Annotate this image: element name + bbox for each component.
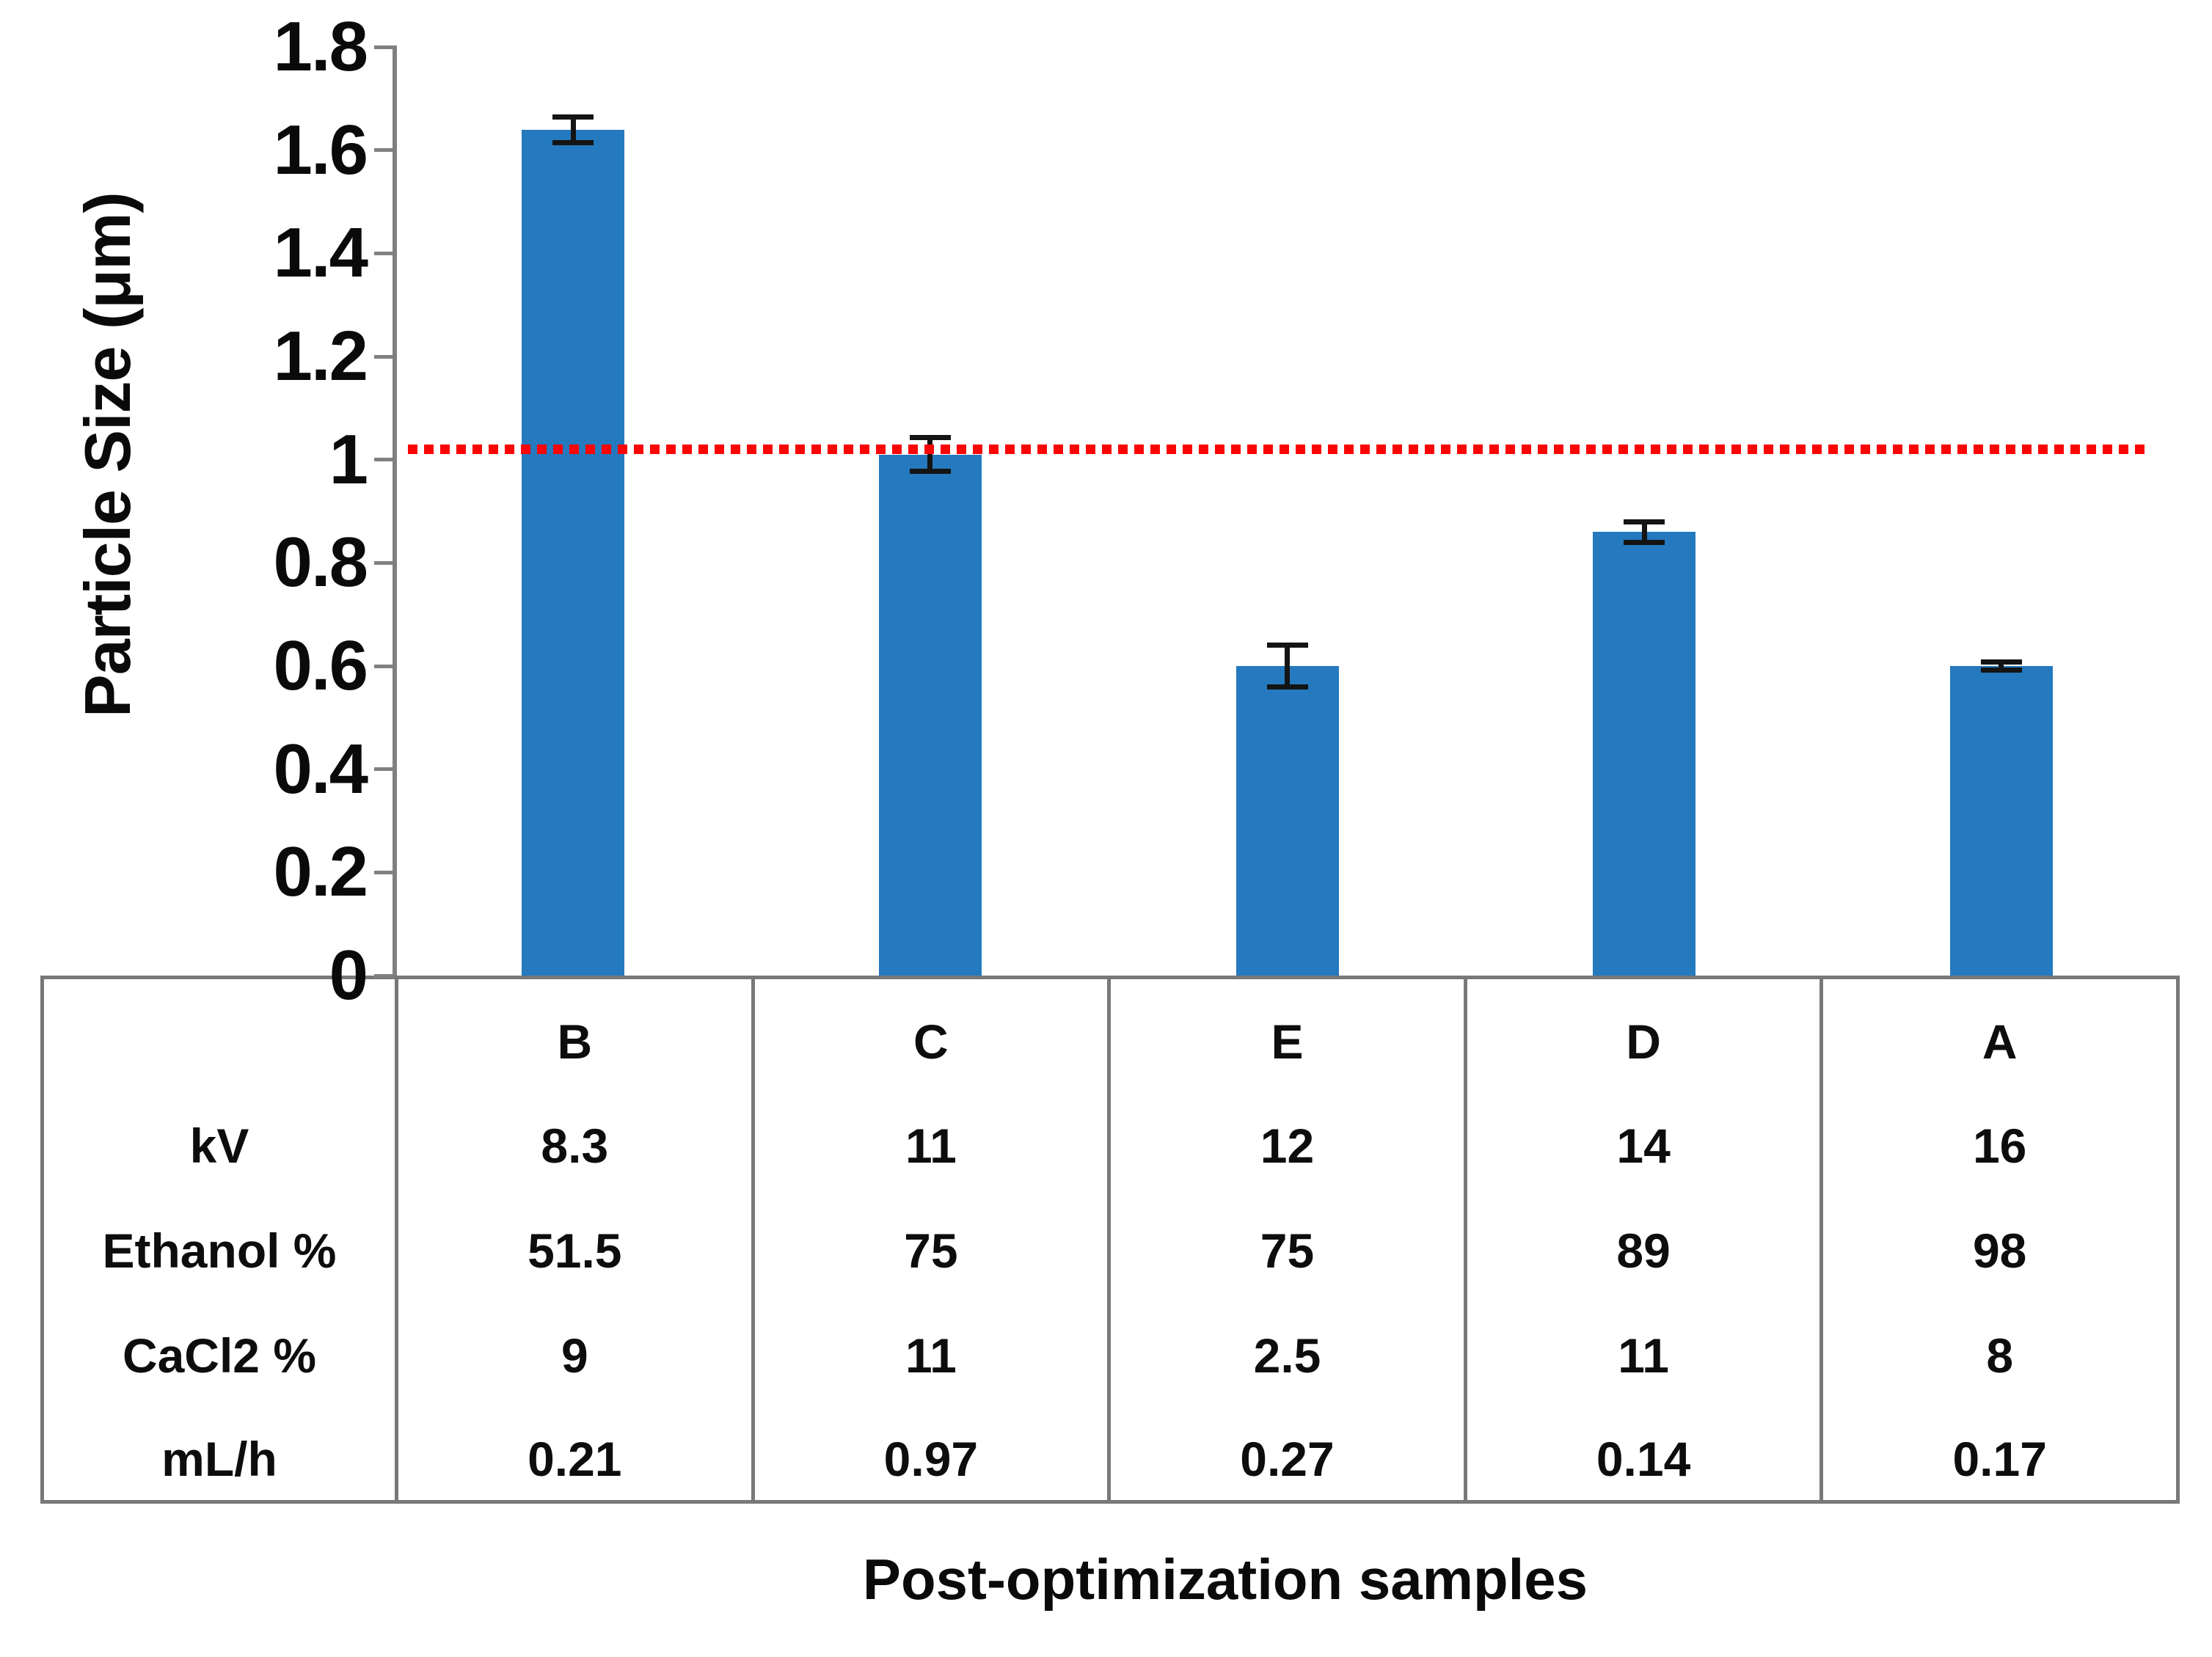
error-bar-d — [1641, 522, 1647, 543]
error-bar-cap — [1980, 667, 2022, 673]
table-row-kv: kV 8.3 11 12 14 16 — [40, 1082, 2180, 1188]
cell-ethanol-b: 51.5 — [395, 1187, 755, 1292]
y-tick-label: 1 — [329, 420, 368, 499]
y-tick-mark — [374, 973, 395, 978]
cell-cacl2-d: 11 — [1463, 1292, 1824, 1397]
error-bar-cap — [552, 139, 594, 145]
bar-e — [1235, 666, 1339, 976]
cell-kv-c: 11 — [751, 1082, 1112, 1188]
table-row-cacl2: CaCl2 % 9 11 2.5 11 8 — [40, 1292, 2180, 1397]
cell-cacl2-a: 8 — [1819, 1292, 2180, 1397]
error-bar-cap — [909, 434, 951, 440]
cell-mlh-a: 0.17 — [1819, 1397, 2180, 1502]
y-tick-mark — [374, 560, 395, 565]
error-bar-cap — [1624, 539, 1665, 545]
row-label-kv: kV — [40, 1082, 398, 1188]
cell-ethanol-e: 75 — [1107, 1187, 1467, 1292]
row-label-cacl2: CaCl2 % — [40, 1292, 398, 1397]
col-header-c: C — [751, 977, 1112, 1083]
row-label-ethanol: Ethanol % — [40, 1187, 398, 1292]
table-header-row: B C E D A — [40, 977, 2180, 1083]
col-header-b: B — [395, 977, 755, 1083]
error-bar-cap — [1624, 519, 1665, 524]
bar-d — [1593, 532, 1696, 976]
x-axis-title: Post-optimization samples — [862, 1547, 1588, 1612]
col-header-e: E — [1107, 977, 1467, 1083]
cell-kv-e: 12 — [1107, 1082, 1467, 1188]
y-tick-mark — [374, 870, 395, 874]
error-bar-cap — [1266, 684, 1308, 689]
y-tick-label: 0.4 — [273, 729, 368, 808]
y-tick-mark — [374, 354, 395, 359]
cell-cacl2-e: 2.5 — [1107, 1292, 1467, 1397]
cell-kv-d: 14 — [1463, 1082, 1824, 1188]
bar-c — [878, 454, 982, 976]
y-tick-label: 0 — [329, 936, 368, 1014]
y-axis-line — [393, 45, 397, 977]
cell-mlh-d: 0.14 — [1463, 1397, 1824, 1502]
y-tick-mark — [374, 458, 395, 462]
y-tick-mark — [374, 664, 395, 668]
y-tick-mark — [374, 767, 395, 772]
error-bar-cap — [909, 469, 951, 475]
cell-kv-a: 16 — [1819, 1082, 2180, 1188]
cell-cacl2-b: 9 — [395, 1292, 755, 1397]
col-header-a: A — [1819, 977, 2180, 1083]
bar-a — [1949, 666, 2053, 976]
cell-cacl2-c: 11 — [751, 1292, 1112, 1397]
cell-kv-b: 8.3 — [395, 1082, 755, 1188]
y-tick-mark — [374, 251, 395, 255]
cell-mlh-c: 0.97 — [751, 1397, 1112, 1502]
error-bar-c — [927, 437, 933, 472]
y-tick-label: 0.8 — [273, 523, 368, 602]
y-tick-label: 1.2 — [273, 317, 368, 396]
cell-mlh-b: 0.21 — [395, 1397, 755, 1502]
error-bar-cap — [552, 114, 594, 120]
row-label-mlh: mL/h — [40, 1397, 398, 1502]
parameters-table: B C E D A kV 8.3 11 12 14 16 Ethanol % 5… — [40, 976, 2180, 1504]
error-bar-cap — [1980, 659, 2022, 665]
table-corner-cell — [40, 977, 398, 1083]
error-bar-cap — [1266, 643, 1308, 648]
y-tick-label: 0.2 — [273, 833, 368, 912]
cell-ethanol-c: 75 — [751, 1187, 1112, 1292]
error-bar-e — [1285, 645, 1290, 687]
error-bar-b — [570, 117, 576, 143]
cell-mlh-e: 0.27 — [1107, 1397, 1467, 1502]
y-tick-label: 1.8 — [273, 7, 368, 87]
reference-line — [408, 445, 2145, 455]
cell-ethanol-a: 98 — [1819, 1187, 2180, 1292]
y-tick-mark — [374, 148, 395, 153]
y-tick-label: 1.6 — [273, 110, 368, 189]
error-bar-a — [1999, 662, 2004, 670]
y-tick-label: 1.4 — [273, 213, 368, 293]
col-header-d: D — [1463, 977, 1824, 1083]
cell-ethanol-d: 89 — [1463, 1187, 1824, 1292]
y-tick-mark — [374, 45, 395, 49]
y-tick-label: 0.6 — [273, 626, 368, 706]
table-row-mlh: mL/h 0.21 0.97 0.27 0.14 0.17 — [40, 1397, 2180, 1502]
bar-b — [522, 129, 625, 976]
table-row-ethanol: Ethanol % 51.5 75 75 89 98 — [40, 1187, 2180, 1292]
